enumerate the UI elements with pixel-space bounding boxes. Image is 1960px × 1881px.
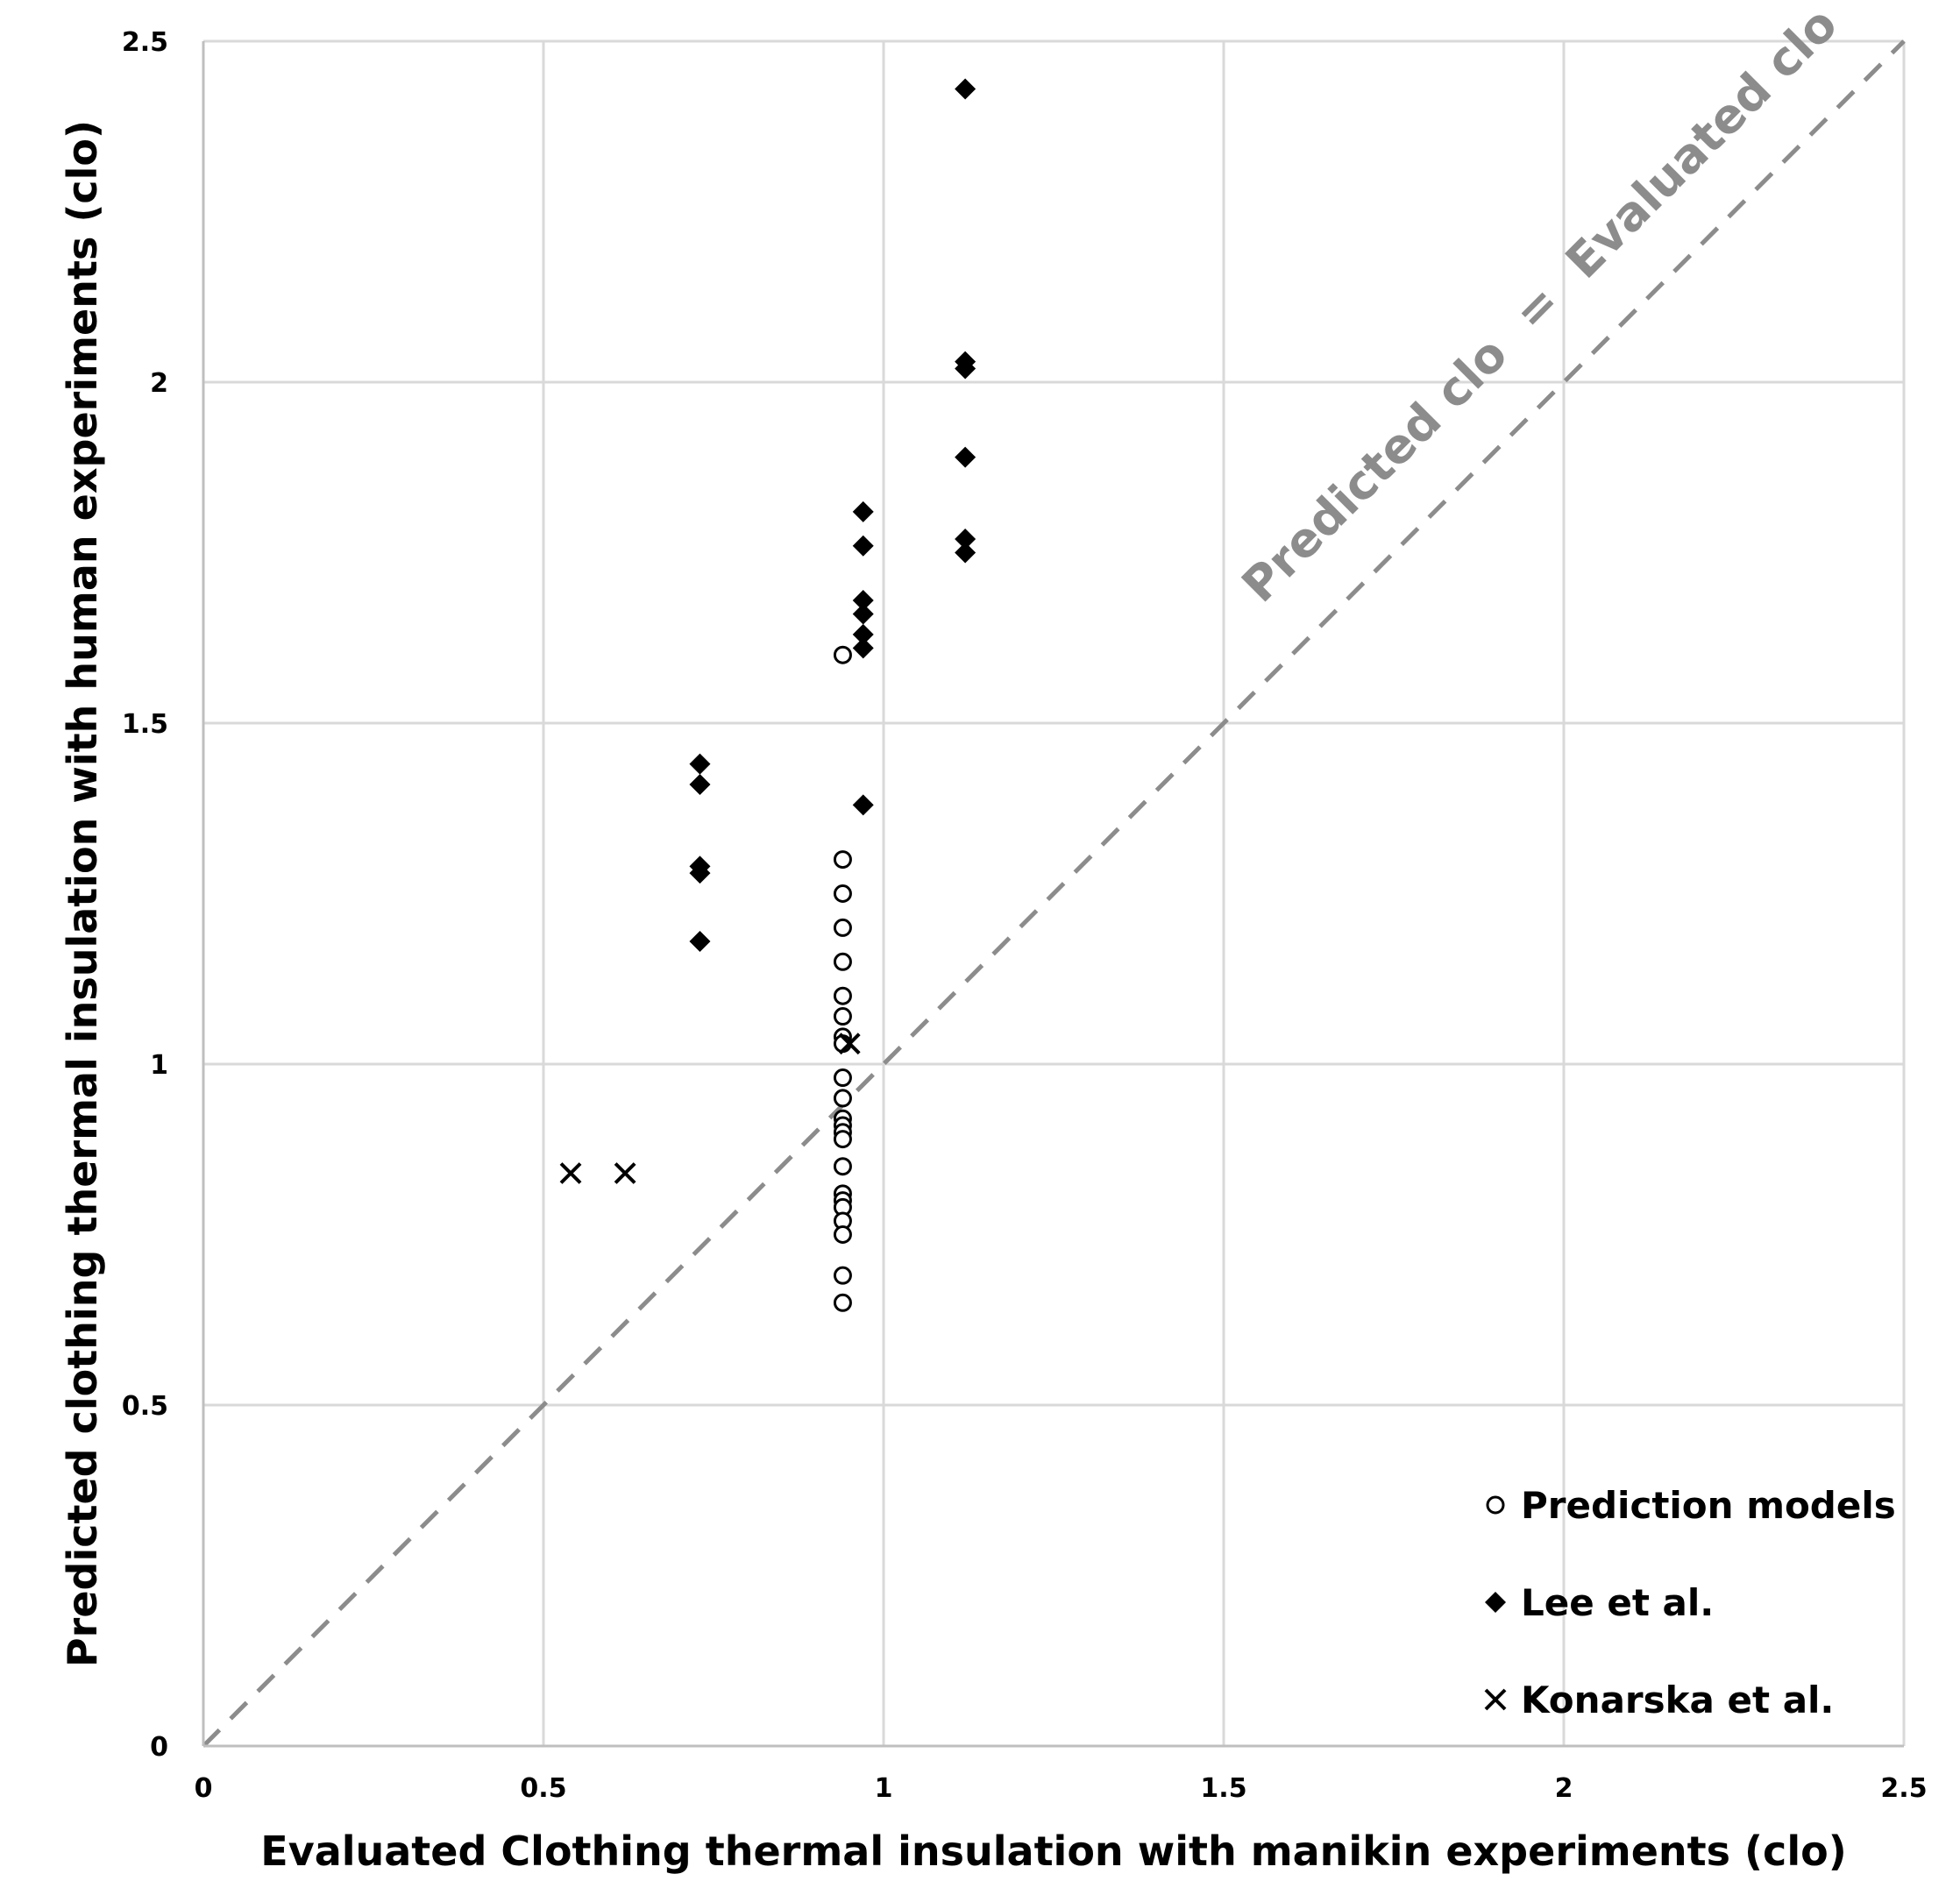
point-lee-et-al — [955, 542, 976, 564]
axes — [202, 41, 1904, 1748]
point-lee-et-al — [955, 528, 976, 550]
point-prediction-models — [833, 1157, 852, 1176]
reference-label-equals: = — [1503, 274, 1571, 342]
x-tick-label: 2.5 — [1880, 1773, 1927, 1804]
x-tick-label: 1.5 — [1200, 1773, 1246, 1804]
x-tick-label: 2 — [1555, 1773, 1573, 1804]
point-prediction-models — [833, 918, 852, 937]
point-lee-et-al — [852, 535, 874, 557]
x-axis-title: Evaluated Clothing thermal insulation wi… — [260, 1828, 1846, 1875]
x-tick-labels: 0 0.5 1 1.5 2 2.5 — [195, 1773, 1928, 1804]
y-axis-title: Predicted clothing thermal insulation wi… — [59, 120, 106, 1667]
legend-label-lee-et-al: Lee et al. — [1521, 1581, 1714, 1624]
x-tick-label: 0 — [195, 1773, 213, 1804]
point-lee-et-al — [852, 794, 874, 816]
point-lee-et-al — [852, 500, 874, 522]
legend-marker-symbol — [1484, 1688, 1507, 1711]
point-prediction-models — [833, 952, 852, 971]
point-konarska-et-al — [559, 1162, 582, 1184]
point-lee-et-al — [689, 862, 711, 884]
point-prediction-models — [833, 1130, 852, 1149]
point-prediction-models — [833, 1007, 852, 1026]
point-prediction-models — [833, 645, 852, 664]
point-lee-et-al — [852, 637, 874, 659]
point-prediction-models — [833, 1225, 852, 1244]
legend-marker-prediction-models — [1486, 1495, 1505, 1515]
point-lee-et-al — [955, 78, 976, 100]
point-prediction-models — [833, 1068, 852, 1088]
legend-marker-symbol — [1485, 1592, 1506, 1613]
point-prediction-models — [833, 850, 852, 870]
x-tick-label: 0.5 — [520, 1773, 566, 1804]
point-lee-et-al — [852, 603, 874, 625]
y-tick-labels: 0 0.5 1 1.5 2 2.5 — [122, 27, 168, 1763]
legend-marker-symbol — [1486, 1495, 1505, 1515]
point-prediction-models — [833, 986, 852, 1005]
point-konarska-et-al — [614, 1162, 636, 1184]
legend: Prediction models Lee et al. Konarska et… — [1484, 1484, 1896, 1721]
y-tick-label: 2.5 — [122, 27, 168, 58]
grid — [202, 39, 1906, 1748]
data-points — [559, 78, 976, 1312]
legend-marker-konarska-et-al — [1484, 1688, 1507, 1711]
legend-label-konarska-et-al: Konarska et al. — [1521, 1679, 1834, 1721]
reference-line-predicted-equals-evaluated — [202, 39, 1906, 1748]
point-lee-et-al — [955, 358, 976, 380]
y-tick-label: 1 — [150, 1050, 168, 1081]
point-lee-et-al — [852, 623, 874, 645]
point-lee-et-al — [955, 446, 976, 468]
y-tick-label: 1.5 — [122, 709, 168, 740]
y-tick-label: 0 — [150, 1732, 168, 1763]
point-lee-et-al — [852, 589, 874, 611]
legend-marker-lee-et-al — [1485, 1592, 1506, 1613]
y-tick-label: 0.5 — [122, 1391, 168, 1422]
point-lee-et-al — [689, 930, 711, 952]
reference-line-label: Predicted clo = Evaluated clo — [1232, 0, 1848, 613]
reference-label-right: Evaluated clo — [1555, 0, 1848, 289]
x-tick-label: 1 — [875, 1773, 893, 1804]
point-lee-et-al — [689, 753, 711, 775]
point-prediction-models — [833, 1089, 852, 1108]
legend-label-prediction-models: Prediction models — [1521, 1484, 1896, 1527]
point-prediction-models — [833, 1266, 852, 1285]
y-tick-label: 2 — [150, 368, 168, 399]
point-lee-et-al — [689, 774, 711, 796]
point-prediction-models — [833, 884, 852, 903]
point-prediction-models — [833, 1293, 852, 1312]
point-konarska-et-al — [838, 1033, 861, 1055]
